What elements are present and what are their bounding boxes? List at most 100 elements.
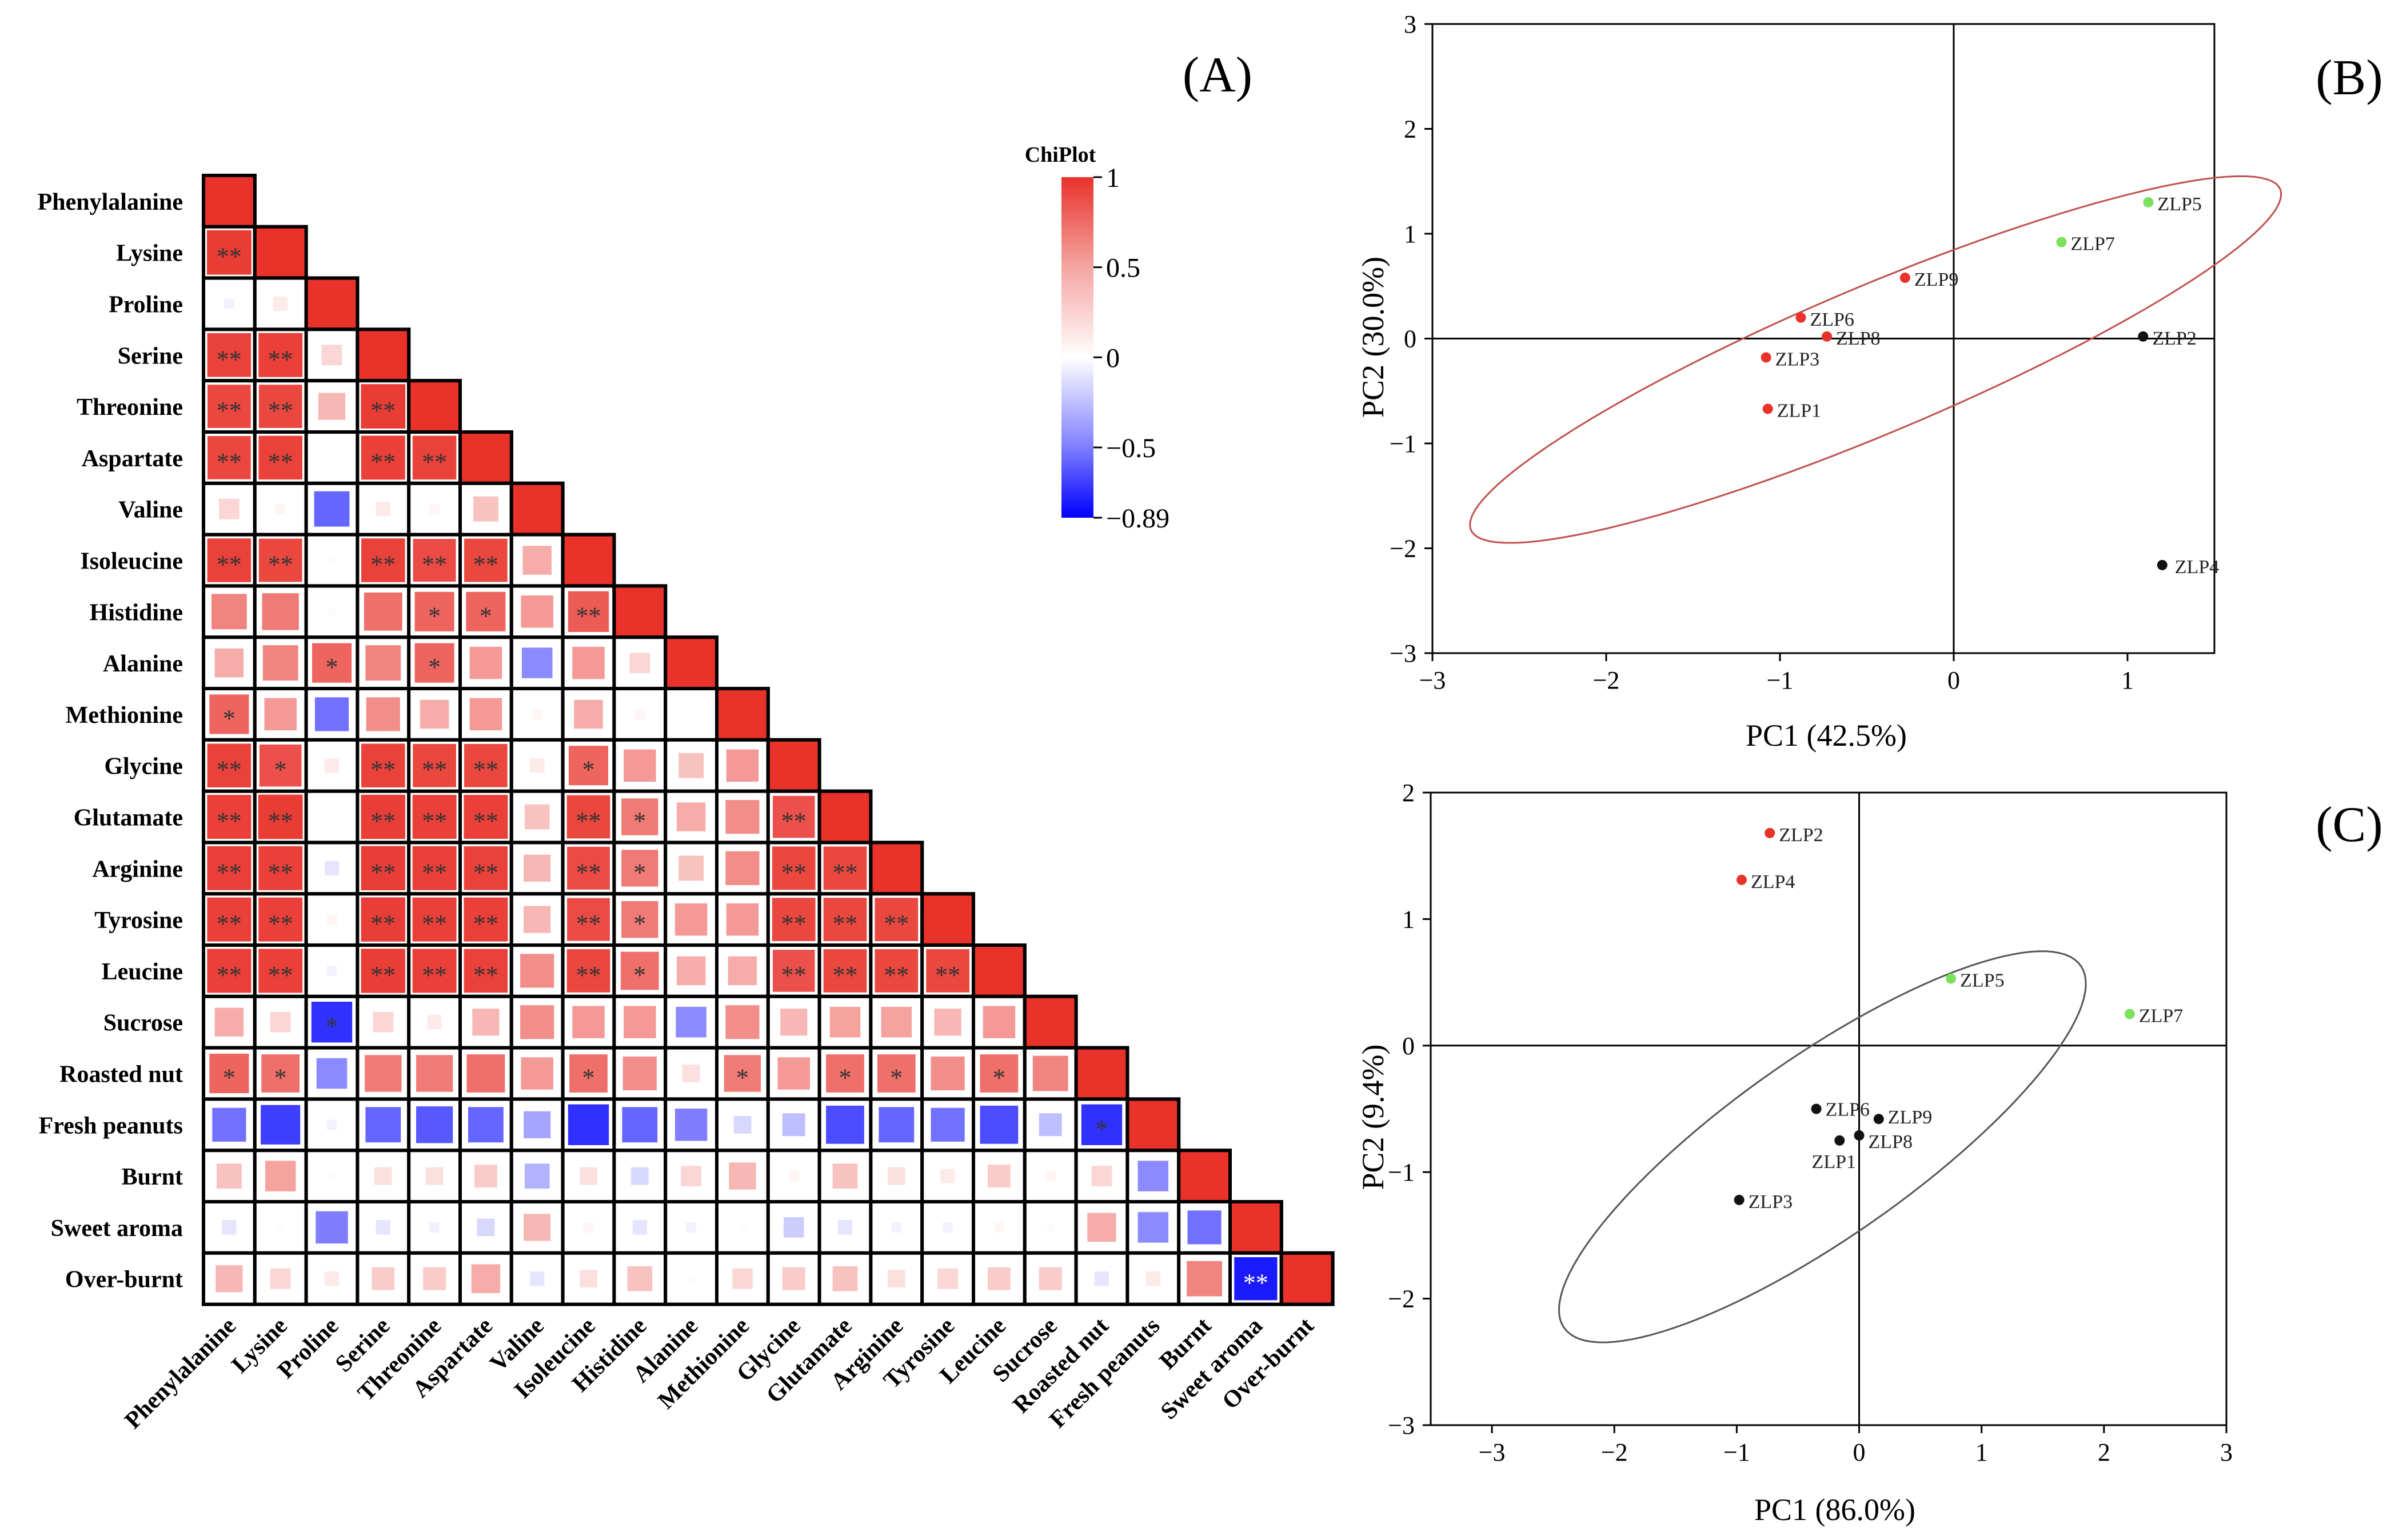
significance-marker: ** [884, 961, 909, 989]
significance-marker: ** [268, 345, 293, 373]
heatmap-cell [1032, 1055, 1068, 1091]
colorbar-tick-label: 0 [1106, 343, 1120, 373]
heatmap-cell [580, 1167, 597, 1185]
heatmap-cell [407, 379, 462, 434]
heatmap-cell [214, 648, 244, 678]
heatmap-cell [1087, 1213, 1116, 1242]
heatmap-cell [314, 491, 350, 527]
data-point-label: ZLP3 [1749, 1191, 1793, 1213]
panel-label-c: (C) [2316, 797, 2382, 853]
heatmap-cell [524, 906, 551, 933]
row-label: Roasted nut [59, 1062, 183, 1088]
heatmap-cell [887, 1270, 905, 1288]
significance-marker: ** [781, 910, 807, 938]
significance-marker: ** [370, 961, 396, 989]
row-label: Alanine [103, 651, 183, 677]
heatmap-cell [782, 1267, 805, 1290]
heatmap-cell [277, 1223, 284, 1231]
heatmap-cell [733, 1115, 752, 1134]
heatmap-cell [258, 385, 302, 428]
heatmap-cell [574, 699, 603, 729]
heatmap-cell [891, 1222, 902, 1233]
heatmap-cell [413, 743, 456, 787]
heatmap-cell [207, 333, 252, 377]
data-point [2056, 237, 2067, 247]
heatmap-cell [1081, 1104, 1123, 1145]
heatmap-cell [471, 1264, 501, 1293]
heatmap-cell [766, 738, 821, 793]
data-point [1822, 331, 1833, 342]
row-label: Burnt [122, 1164, 183, 1190]
significance-marker: ** [422, 807, 447, 835]
significance-marker: ** [781, 858, 807, 886]
x-tick-label: 0 [1947, 666, 1960, 694]
heatmap-cell [627, 1266, 653, 1291]
heatmap-cell [931, 1056, 965, 1091]
heatmap-cell [568, 591, 609, 632]
heatmap-cell [832, 1163, 858, 1189]
y-tick-label: −3 [1390, 639, 1416, 667]
data-point-label: ZLP5 [1960, 970, 2004, 991]
heatmap-cell [361, 897, 405, 942]
heatmap-cell [937, 1268, 958, 1289]
heatmap-cell [572, 1006, 605, 1038]
x-axis-label-b: PC1 (42.5%) [1746, 718, 1907, 753]
y-tick-label: 2 [1404, 115, 1416, 143]
y-tick-label: 1 [1402, 905, 1415, 933]
heatmap-cell [258, 435, 302, 480]
heatmap-cell [412, 949, 457, 993]
significance-marker: ** [884, 910, 909, 938]
heatmap-cell [326, 914, 337, 925]
row-label: Glycine [104, 754, 183, 780]
row-label: Isoleucine [80, 549, 183, 575]
significance-marker: ** [268, 807, 293, 835]
significance-marker: ** [268, 858, 293, 886]
data-point [1734, 1194, 1745, 1205]
y-tick-label: −2 [1390, 535, 1416, 563]
heatmap-cell [464, 949, 508, 993]
data-point-label: ZLP6 [1810, 309, 1854, 330]
heatmap-cell [887, 1167, 905, 1185]
heatmap-cell [472, 1009, 500, 1036]
heatmap-cell [458, 430, 513, 485]
plot-frame [1430, 791, 2228, 1426]
heatmap-cell [264, 698, 297, 731]
heatmap-cell [688, 1275, 695, 1282]
heatmap-cell-frame [612, 738, 668, 793]
plot-b-area: −3 −2 −1 0 1 −3 −2 −1 0 1 2 3 ZLP1 ZLP2 ZLP3 ZLP4 ZLP5 ZL… [1390, 10, 2282, 694]
heatmap-cell [772, 795, 815, 838]
significance-marker: ** [1243, 1269, 1268, 1297]
y-tick-label: 1 [1404, 220, 1416, 248]
significance-marker: * [839, 1064, 852, 1092]
heatmap-cell [321, 345, 342, 366]
heatmap-cell [567, 898, 610, 941]
heatmap-cell [983, 1006, 1016, 1038]
heatmap-cell [1023, 994, 1078, 1050]
heatmap-cell [1137, 1212, 1169, 1243]
heatmap-cell [583, 1222, 594, 1233]
heatmap-cell [875, 949, 919, 993]
heatmap-cell [364, 592, 402, 631]
heatmap-cell [365, 1055, 402, 1092]
data-point-label: ZLP5 [2157, 194, 2201, 215]
y-axis-label-c: PC2 (9.4%) [1356, 1045, 1390, 1190]
heatmap-cell [566, 795, 610, 839]
x-axis-label-c: PC1 (86.0%) [1754, 1493, 1915, 1527]
heatmap-cell [826, 1054, 864, 1093]
significance-marker: ** [781, 807, 807, 835]
x-tick-label: −1 [1767, 666, 1794, 694]
heatmap-cell-frame [869, 994, 924, 1050]
col-label: Phenylalanine [120, 1313, 241, 1434]
significance-marker: ** [217, 961, 242, 989]
heatmap-cell [207, 897, 252, 942]
heatmap-cell [464, 743, 508, 787]
heatmap-cell [223, 298, 234, 309]
heatmap-cell [466, 591, 506, 631]
row-label: Aspartate [82, 446, 183, 472]
heatmap-cell [464, 897, 508, 942]
data-point-label: ZLP7 [2070, 234, 2114, 255]
heatmap-cell [464, 538, 508, 582]
heatmap-cell [429, 1222, 440, 1233]
heatmap-cell [772, 950, 815, 992]
data-point [1765, 827, 1775, 838]
